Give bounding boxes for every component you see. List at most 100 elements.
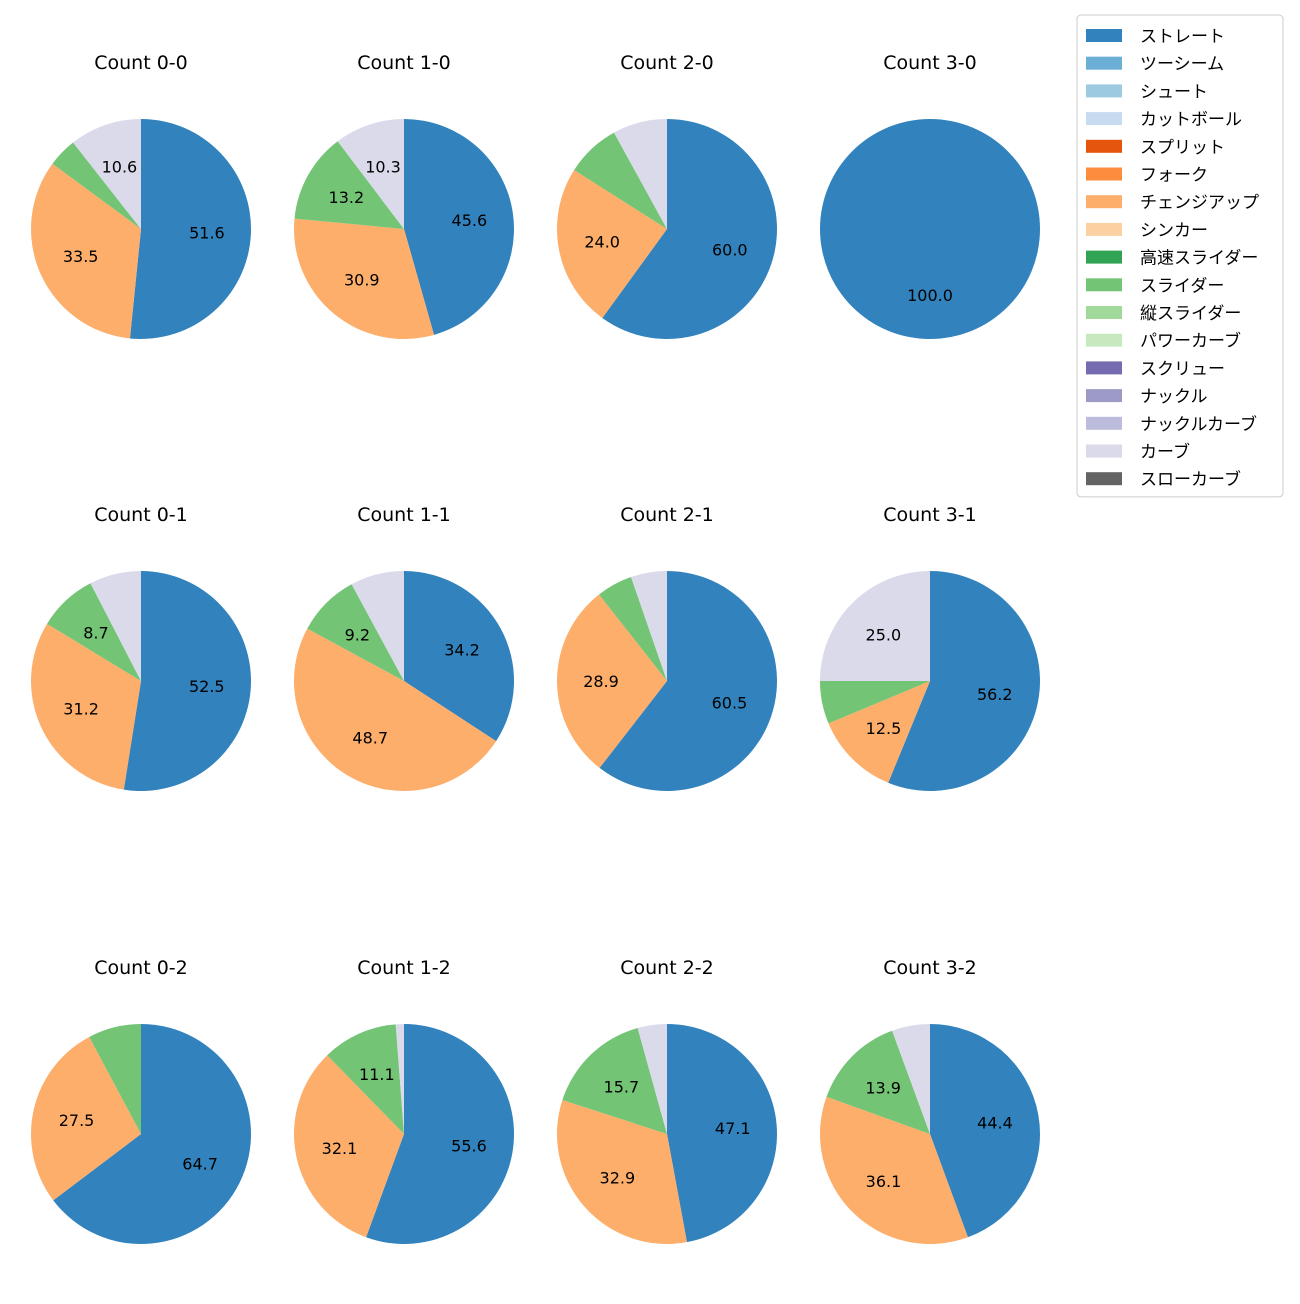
slice-label: 56.2 [977,685,1013,704]
pie-slice [129,119,252,339]
pie-slice [294,218,435,340]
slice-label: 32.9 [600,1168,636,1187]
legend-label: スローカーブ [1140,469,1241,490]
pie-slice [404,571,514,742]
slice-label: 30.9 [344,271,380,290]
pie-slice [631,571,667,681]
pie-slice [820,681,930,724]
pie-slice [31,163,141,339]
pie-slice [73,119,141,229]
slice-label: 25.0 [866,625,902,644]
pie-slice [52,142,141,229]
legend-label: スライダー [1140,276,1224,296]
slice-label: 9.2 [345,625,370,644]
pie-chart: Count 2-2 47.1 32.9 15.7 [557,957,777,1244]
slice-label: 60.0 [712,240,748,259]
slice-label: 44.4 [977,1113,1013,1132]
pie-chart: Count 1-0 45.6 30.9 13.210.3 [294,52,515,340]
legend-swatch [1086,167,1122,181]
slice-label: 10.6 [102,158,138,177]
pie-slice [557,1100,687,1244]
pie-title: Count 0-2 [94,957,188,979]
slice-label: 13.2 [329,188,365,207]
pie-chart: Count 0-0 51.6 33.5 10.6 [31,52,252,339]
pie-slice [599,577,667,681]
slice-label: 52.5 [189,677,225,696]
slice-label: 28.9 [583,672,619,691]
pie-chart: Count 1-2 55.6 32.1 11.1 [293,957,514,1244]
pie-title: Count 2-0 [620,52,714,74]
slice-label: 45.6 [452,211,488,230]
pie-slice [404,119,515,335]
slice-label: 13.9 [865,1078,901,1097]
slice-label: 15.7 [604,1077,640,1096]
slice-label: 24.0 [584,232,620,251]
legend-label: スプリット [1140,138,1225,158]
slice-label: 11.1 [359,1065,395,1084]
legend-label: ストレート [1140,27,1225,47]
legend-swatch [1086,195,1122,209]
pie-title: Count 1-2 [357,957,451,979]
pie-slice [599,571,777,791]
legend-label: パワーカーブ [1140,331,1241,352]
pie-slice [819,1096,968,1244]
pie-chart: Count 3-1 56.2 12.5 25.0 [820,504,1041,792]
pie-slice [888,571,1041,792]
pie-title: Count 0-1 [94,504,188,526]
legend-swatch [1086,333,1122,347]
pie-chart: Count 3-0 100.0 [820,52,1040,339]
slice-label: 12.5 [866,719,902,738]
pie-slice [351,571,404,681]
legend-label: チェンジアップ [1140,193,1259,213]
legend-label: ナックルカーブ [1140,414,1257,435]
pie-slice [557,170,667,318]
pie-chart: Count 0-2 64.7 27.5 [30,957,251,1244]
slice-label: 32.1 [322,1139,358,1158]
pie-slice [337,119,404,229]
slice-label: 33.5 [63,247,99,266]
legend-swatch [1086,29,1122,42]
slice-label: 47.1 [715,1119,751,1138]
slice-label: 27.5 [59,1111,95,1130]
slice-label: 36.1 [866,1172,902,1191]
pie-slice [562,1027,667,1134]
pie-slice [293,628,497,792]
slice-label: 64.7 [182,1154,218,1173]
slice-label: 31.2 [63,700,99,719]
pie-slice [30,623,142,790]
legend-swatch [1086,306,1122,319]
slice-label: 55.6 [451,1137,487,1156]
legend-swatch [1086,389,1122,403]
legend-swatch [1086,472,1122,486]
pie-title: Count 1-0 [357,52,451,74]
slice-label: 60.5 [712,693,748,712]
legend-swatch [1086,112,1122,126]
legend-label: カットボール [1140,110,1242,130]
slice-label: 8.7 [83,624,108,643]
legend-swatch [1086,84,1122,98]
pie-title: Count 3-2 [883,957,977,979]
pie-slice [395,1024,404,1134]
legend-label: カーブ [1140,442,1190,463]
pie-slice [828,681,930,783]
legend-label: スクリュー [1140,359,1225,379]
legend: ストレートツーシームシュートカットボールスプリットフォークチェンジアップシンカー… [1076,14,1284,498]
pie-slice [123,571,252,791]
legend-frame [1076,14,1284,498]
legend-label: シュート [1140,82,1208,102]
legend-label: フォーク [1140,166,1208,186]
pie-slice [614,119,667,229]
pie-slice [327,1024,404,1134]
pie-title: Count 1-1 [357,504,451,526]
pie-slice [826,1030,930,1134]
pie-title: Count 0-0 [94,52,188,74]
pie-slice [293,1055,404,1238]
pie-slice [53,1024,251,1244]
legend-swatch [1086,278,1122,292]
legend-swatch [1086,139,1122,153]
legend-label: ナックル [1140,387,1208,407]
pie-slice [930,1024,1040,1238]
pie-title: Count 3-1 [883,504,977,526]
pie-slice [637,1024,667,1134]
